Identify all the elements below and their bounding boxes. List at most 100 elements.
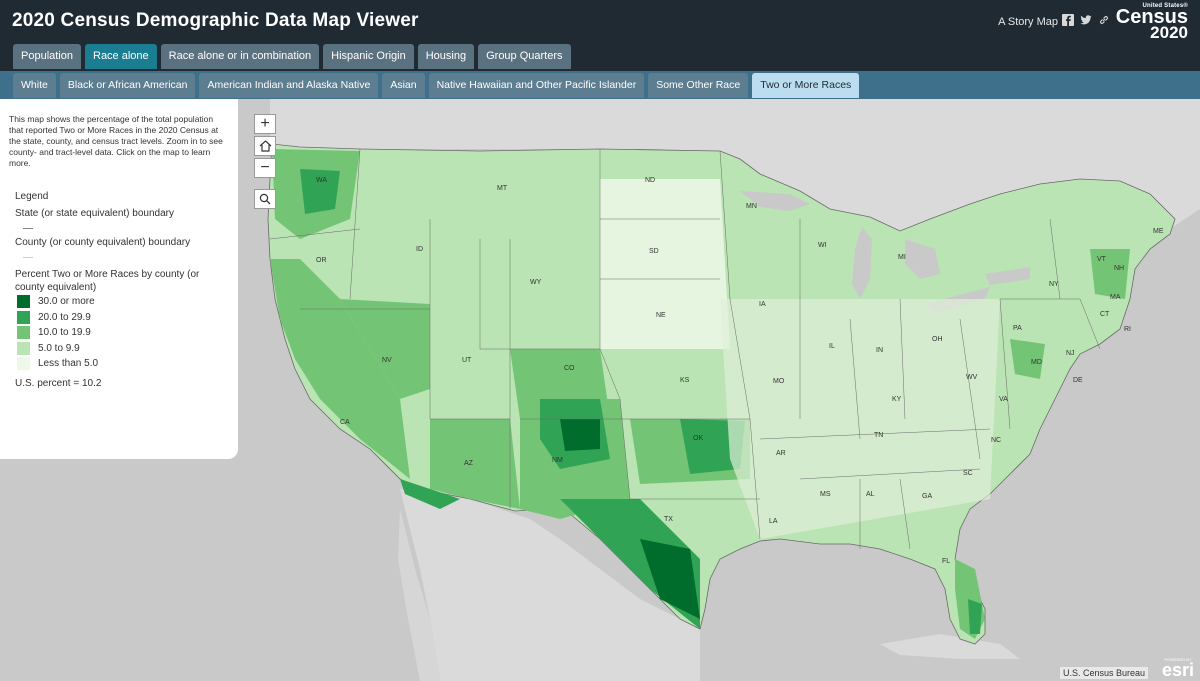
state-label-ky: KY — [892, 396, 902, 403]
state-label-nj: NJ — [1066, 350, 1075, 357]
zoom-out-button[interactable]: − — [254, 158, 276, 178]
zoom-in-button[interactable]: + — [254, 114, 276, 134]
lake-huron — [905, 239, 940, 279]
tab-two-or-more-races[interactable]: Two or More Races — [752, 73, 860, 98]
legend-class-label: 10.0 to 19.9 — [38, 327, 91, 339]
state-label-sd: SD — [649, 248, 659, 255]
state-label-id: ID — [416, 246, 423, 253]
twitter-icon[interactable] — [1080, 14, 1092, 26]
logo-census-text: Census — [1115, 6, 1188, 28]
lake-michigan — [852, 227, 872, 299]
state-label-wa: WA — [316, 177, 328, 184]
esri-logo: POWERED BY esri — [1162, 657, 1194, 679]
tab-group-quarters[interactable]: Group Quarters — [478, 44, 571, 69]
census-2020-logo: United States® Census 2020 — [1116, 3, 1188, 41]
legend-swatch — [17, 341, 30, 355]
legend-class: 5.0 to 9.9 — [17, 341, 229, 357]
tab-race-alone[interactable]: Race alone — [85, 44, 157, 69]
arizona-south-high — [400, 479, 460, 509]
tab-native-hawaiian-and-other-pacific-islander[interactable]: Native Hawaiian and Other Pacific Island… — [428, 73, 645, 98]
state-label-ia: IA — [759, 301, 766, 308]
state-label-wv: WV — [966, 374, 978, 381]
tab-white[interactable]: White — [13, 73, 56, 98]
state-label-ok: OK — [693, 435, 704, 442]
legend-class: 10.0 to 19.9 — [17, 325, 229, 341]
state-label-mt: MT — [497, 185, 508, 192]
state-label-tn: TN — [874, 432, 884, 439]
tab-housing[interactable]: Housing — [417, 44, 475, 69]
south-texas-very-high — [640, 539, 700, 619]
legend-panel: This map shows the percentage of the tot… — [0, 99, 238, 459]
state-label-ms: MS — [820, 491, 831, 498]
state-label-nm: NM — [552, 457, 563, 464]
washington-high-area — [300, 169, 340, 214]
state-label-pa: PA — [1013, 325, 1022, 332]
legend-title: Legend — [15, 191, 49, 202]
tab-hispanic-origin[interactable]: Hispanic Origin — [323, 44, 414, 69]
legend-class: Less than 5.0 — [17, 356, 229, 372]
legend-state-boundary: State (or state equivalent) boundary — [15, 208, 174, 219]
state-label-ma: MA — [1110, 294, 1121, 301]
tab-race-alone-or-in-combination[interactable]: Race alone or in combination — [160, 44, 320, 69]
link-icon[interactable] — [1098, 14, 1110, 26]
legend-swatch — [17, 326, 30, 340]
legend-swatch — [17, 295, 30, 309]
legend-classes: 30.0 or more 20.0 to 29.9 10.0 to 19.9 5… — [9, 294, 229, 372]
mexico-landmass — [400, 489, 700, 681]
legend-class-label: 30.0 or more — [38, 296, 95, 308]
state-label-mn: MN — [746, 203, 757, 210]
lake-superior — [740, 191, 810, 211]
state-label-va: VA — [999, 396, 1008, 403]
state-label-tx: TX — [664, 516, 673, 523]
state-label-ks: KS — [680, 377, 690, 384]
state-label-nh: NH — [1114, 265, 1125, 272]
state-label-or: OR — [316, 257, 327, 264]
map-attribution: U.S. Census Bureau — [1059, 667, 1148, 679]
california-region — [270, 259, 410, 479]
tab-asian[interactable]: Asian — [382, 73, 425, 98]
tab-population[interactable]: Population — [13, 44, 81, 69]
tab-some-other-race[interactable]: Some Other Race — [648, 73, 749, 98]
search-icon — [259, 193, 271, 205]
state-label-in: IN — [876, 347, 883, 354]
map-canvas[interactable] — [0, 99, 1200, 681]
state-label-wi: WI — [818, 242, 827, 249]
tab-black-or-african-american[interactable]: Black or African American — [59, 73, 196, 98]
primary-tabs: Population Race alone Race alone or in c… — [13, 44, 571, 69]
state-label-fl: FL — [942, 558, 951, 565]
state-label-oh: OH — [932, 336, 943, 343]
state-label-md: MD — [1031, 359, 1042, 366]
state-label-ct: CT — [1100, 311, 1110, 318]
state-label-ri: RI — [1124, 326, 1131, 333]
state-label-az: AZ — [464, 460, 473, 467]
nevada-region — [340, 299, 430, 399]
legend-class-label: 5.0 to 9.9 — [38, 342, 80, 354]
state-label-la: LA — [769, 518, 778, 525]
state-label-nv: NV — [382, 357, 392, 364]
state-label-de: DE — [1073, 377, 1083, 384]
tab-american-indian-and-alaska-native[interactable]: American Indian and Alaska Native — [199, 73, 379, 98]
home-icon — [259, 140, 271, 152]
legend-class: 20.0 to 29.9 — [17, 310, 229, 326]
great-plains-light — [600, 179, 730, 349]
home-button[interactable] — [254, 136, 276, 156]
facebook-icon[interactable] — [1062, 14, 1074, 26]
secondary-tabs: White Black or African American American… — [13, 73, 860, 98]
state-label-il: IL — [829, 343, 835, 350]
south-florida-high — [968, 599, 982, 634]
state-label-wy: WY — [530, 279, 542, 286]
central-east-light — [720, 299, 1000, 539]
state-label-ga: GA — [922, 493, 933, 500]
legend-class: 30.0 or more — [17, 294, 229, 310]
state-label-nc: NC — [991, 437, 1002, 444]
lake-ontario — [985, 267, 1030, 285]
state-label-me: ME — [1153, 228, 1164, 235]
state-label-ca: CA — [340, 419, 350, 426]
page-title: 2020 Census Demographic Data Map Viewer — [12, 10, 419, 31]
search-button[interactable] — [254, 189, 276, 209]
secondary-tab-bar: White Black or African American American… — [0, 71, 1200, 99]
map-description: This map shows the percentage of the tot… — [9, 114, 223, 168]
app-header: 2020 Census Demographic Data Map Viewer … — [0, 0, 1200, 71]
state-boundary-swatch — [23, 228, 33, 229]
state-label-ny: NY — [1049, 281, 1059, 288]
